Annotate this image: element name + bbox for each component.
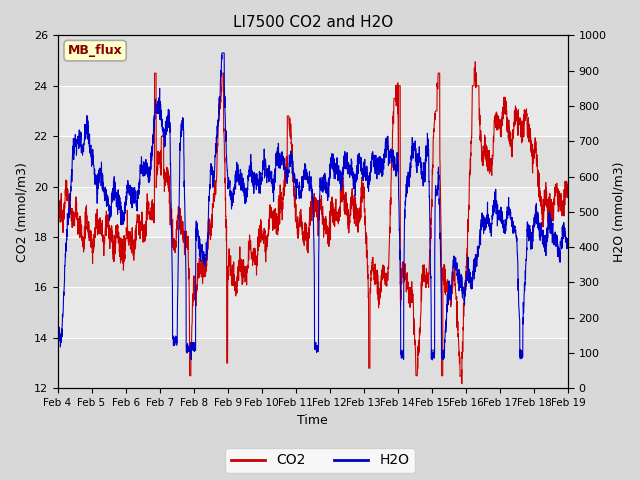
CO2 [554, 209, 562, 215]
Bar [58, 237, 568, 288]
CO2 [564, 180, 572, 185]
Y-axis label: H2O (mmol/m3): H2O (mmol/m3) [612, 162, 625, 262]
H2O [564, 237, 572, 242]
Y-axis label: CO2 (mmol/m3): CO2 (mmol/m3) [15, 162, 28, 262]
H2O [218, 50, 226, 56]
CO2 [54, 206, 61, 212]
H2O [499, 218, 507, 224]
Text: MB_flux: MB_flux [68, 44, 122, 57]
H2O [112, 193, 120, 199]
H2O [142, 162, 150, 168]
X-axis label: Time: Time [298, 414, 328, 427]
Title: LI7500 CO2 and H2O: LI7500 CO2 and H2O [233, 15, 393, 30]
H2O [554, 244, 562, 250]
CO2 [250, 257, 257, 263]
Bar [58, 338, 568, 388]
CO2 [458, 381, 466, 387]
CO2 [271, 221, 279, 227]
H2O [272, 169, 280, 175]
CO2 [499, 116, 507, 121]
Bar [58, 136, 568, 187]
CO2 [142, 225, 150, 230]
H2O [250, 181, 257, 187]
H2O [428, 357, 436, 363]
Bar [58, 36, 568, 86]
CO2 [472, 59, 479, 65]
H2O [54, 337, 61, 343]
Legend: CO2, H2O: CO2, H2O [225, 448, 415, 473]
Line: H2O: H2O [58, 53, 568, 360]
Line: CO2: CO2 [58, 62, 568, 384]
CO2 [112, 240, 120, 246]
